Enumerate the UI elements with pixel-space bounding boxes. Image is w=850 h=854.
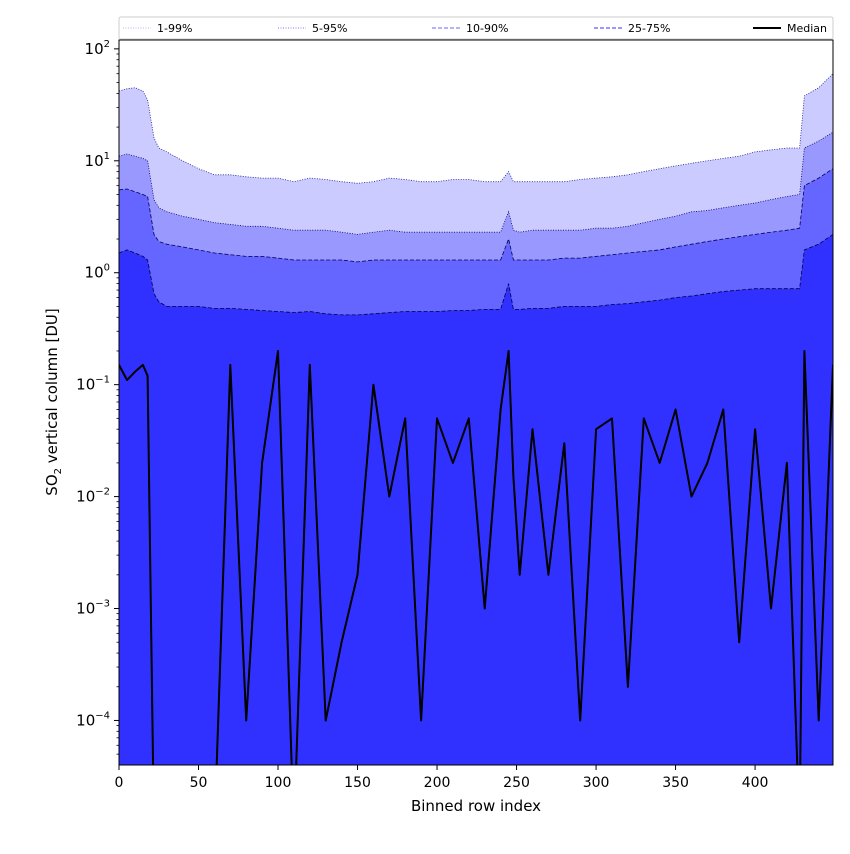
y-tick-label: 102 xyxy=(85,39,110,58)
x-tick-label: 300 xyxy=(583,775,610,791)
legend-label: 1-99% xyxy=(157,22,192,35)
x-axis-label: Binned row index xyxy=(411,797,541,815)
percentile-bands xyxy=(119,73,833,765)
y-axis-label: SO2 vertical column [DU] xyxy=(43,308,64,495)
legend-label: Median xyxy=(787,22,827,35)
y-tick-label: 10−4 xyxy=(76,710,110,729)
y-tick-label: 101 xyxy=(85,151,110,170)
plot-frame xyxy=(118,39,834,766)
x-tick-label: 150 xyxy=(344,775,371,791)
x-tick-label: 0 xyxy=(115,775,124,791)
x-tick-label: 350 xyxy=(662,775,689,791)
y-axis-label-main: SO xyxy=(43,474,61,495)
y-tick-label: 10−2 xyxy=(76,487,110,506)
x-tick-label: 250 xyxy=(503,775,530,791)
median-line xyxy=(119,350,833,765)
y-tick-label: 10−1 xyxy=(76,375,110,394)
y-axis-label-rest: vertical column [DU] xyxy=(43,308,61,468)
legend-label: 10-90% xyxy=(466,22,508,35)
y-tick-label: 100 xyxy=(85,263,110,282)
x-axis: 0 50 100 150 200 250 300 350 400 xyxy=(115,765,769,791)
legend-label: 5-95% xyxy=(312,22,347,35)
legend: 1-99% 5-95% 10-90% 25-75% Median xyxy=(118,16,834,40)
legend-frame xyxy=(118,16,834,40)
x-tick-label: 200 xyxy=(424,775,451,791)
x-tick-label: 400 xyxy=(742,775,769,791)
x-tick-label: 50 xyxy=(190,775,208,791)
y-tick-label: 10−3 xyxy=(76,599,110,618)
legend-label: 25-75% xyxy=(628,22,670,35)
band-1-99-boundary xyxy=(119,73,833,184)
band-5-95-boundary xyxy=(119,131,833,235)
median-layer xyxy=(119,350,833,765)
band-25-75-boundary xyxy=(119,234,833,316)
y-axis-label-subscript: 2 xyxy=(53,468,64,474)
x-tick-label: 100 xyxy=(265,775,292,791)
y-axis: 10−4 10−3 10−2 10−1 100 101 102 xyxy=(76,39,119,755)
